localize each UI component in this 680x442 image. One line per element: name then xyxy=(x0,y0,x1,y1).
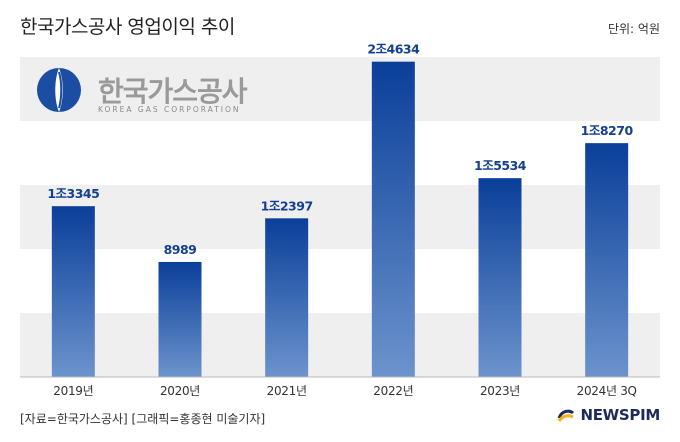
data-label: 1조8270 xyxy=(581,123,634,138)
x-tick-label: 2020년 xyxy=(160,384,200,398)
data-label: 2조4634 xyxy=(367,42,420,57)
x-tick-label: 2021년 xyxy=(267,384,307,398)
korea-gas-logo: 한국가스공사 KOREA GAS CORPORATION xyxy=(37,68,249,114)
bar-2019년 xyxy=(51,206,95,377)
chart-title: 한국가스공사 영업이익 추이 xyxy=(20,16,235,38)
data-label: 1조2397 xyxy=(261,198,313,213)
source-credit: [자료=한국가스공사] [그래픽=홍종현 미술기자] xyxy=(20,412,266,426)
newspim-logo-icon xyxy=(558,409,575,422)
unit-label: 단위: 억원 xyxy=(607,22,660,36)
x-tick-label: 2023년 xyxy=(480,384,520,398)
newspim-brand: NEWSPIM xyxy=(557,406,660,424)
bar-2023년 xyxy=(478,178,522,377)
logo-english-name: KOREA GAS CORPORATION xyxy=(98,105,241,114)
data-label: 1조3345 xyxy=(47,186,99,201)
bar-2021년 xyxy=(265,218,309,377)
background-bands xyxy=(20,57,660,377)
x-tick-label: 2019년 xyxy=(53,384,93,398)
data-label: 8989 xyxy=(164,242,197,257)
x-tick-label: 2022년 xyxy=(373,384,413,398)
grid-band xyxy=(20,185,660,249)
bar-chart: 한국가스공사 KOREA GAS CORPORATION 1조334589891… xyxy=(20,42,660,398)
newspim-brand-text: NEWSPIM xyxy=(580,406,660,424)
bar-2020년 xyxy=(158,261,202,377)
x-axis-labels: 2019년 2020년 2021년 2022년 2023년 2024년 3Q xyxy=(53,384,637,398)
data-label: 1조5534 xyxy=(474,158,527,173)
logo-korean-name: 한국가스공사 xyxy=(98,75,248,108)
bar-series: 1조3345 8989 1조2397 2조4634 1조5534 1조8270 xyxy=(47,42,634,377)
bar-2024년 3Q xyxy=(585,143,629,377)
grid-band xyxy=(20,313,660,377)
bar-2022년 xyxy=(371,61,415,377)
x-tick-label: 2024년 3Q xyxy=(577,384,637,398)
grid-band xyxy=(20,57,660,121)
